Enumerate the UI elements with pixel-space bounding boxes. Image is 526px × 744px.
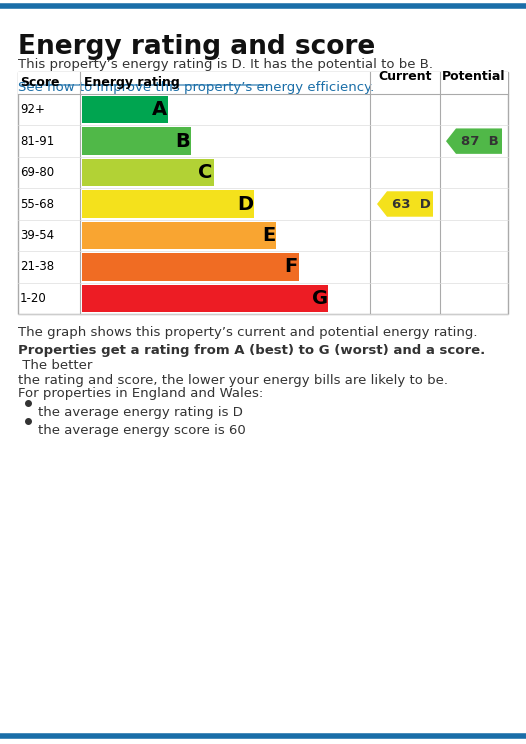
- Text: G: G: [312, 289, 328, 308]
- Text: the average energy score is 60: the average energy score is 60: [38, 424, 246, 437]
- Text: Current: Current: [378, 69, 432, 83]
- Text: For properties in England and Wales:: For properties in England and Wales:: [18, 387, 263, 400]
- Text: 55-68: 55-68: [20, 197, 54, 211]
- Text: D: D: [238, 194, 254, 214]
- Text: This property’s energy rating is D. It has the potential to be B.: This property’s energy rating is D. It h…: [18, 58, 433, 71]
- FancyBboxPatch shape: [82, 96, 168, 124]
- Text: 39-54: 39-54: [20, 229, 54, 242]
- FancyBboxPatch shape: [82, 159, 214, 186]
- Text: 63  D: 63 D: [391, 197, 430, 211]
- Text: F: F: [285, 257, 298, 276]
- Text: The graph shows this property’s current and potential energy rating.: The graph shows this property’s current …: [18, 326, 478, 339]
- Text: E: E: [262, 226, 275, 245]
- Bar: [18, 72, 508, 94]
- Polygon shape: [446, 129, 502, 154]
- FancyBboxPatch shape: [82, 253, 299, 280]
- Text: See how to improve this property’s energy efficiency.: See how to improve this property’s energ…: [18, 81, 375, 94]
- Polygon shape: [377, 191, 433, 217]
- Text: B: B: [175, 132, 190, 150]
- FancyBboxPatch shape: [82, 284, 328, 312]
- Text: 81-91: 81-91: [20, 135, 54, 147]
- FancyBboxPatch shape: [82, 190, 254, 218]
- Text: 1-20: 1-20: [20, 292, 47, 305]
- Text: Score: Score: [20, 76, 59, 89]
- Text: 92+: 92+: [20, 103, 45, 116]
- Text: Potential: Potential: [442, 69, 506, 83]
- Text: C: C: [198, 163, 213, 182]
- Text: 21-38: 21-38: [20, 260, 54, 273]
- FancyBboxPatch shape: [82, 222, 277, 249]
- Text: Properties get a rating from A (best) to G (worst) and a score.: Properties get a rating from A (best) to…: [18, 344, 485, 357]
- Text: Energy rating and score: Energy rating and score: [18, 34, 375, 60]
- Text: 87  B: 87 B: [461, 135, 499, 147]
- FancyBboxPatch shape: [82, 127, 191, 155]
- Text: The better
the rating and score, the lower your energy bills are likely to be.: The better the rating and score, the low…: [18, 359, 448, 387]
- Text: 69-80: 69-80: [20, 166, 54, 179]
- Text: the average energy rating is D: the average energy rating is D: [38, 406, 243, 419]
- Text: A: A: [152, 100, 167, 119]
- Text: Energy rating: Energy rating: [84, 76, 180, 89]
- Bar: [18, 72, 508, 314]
